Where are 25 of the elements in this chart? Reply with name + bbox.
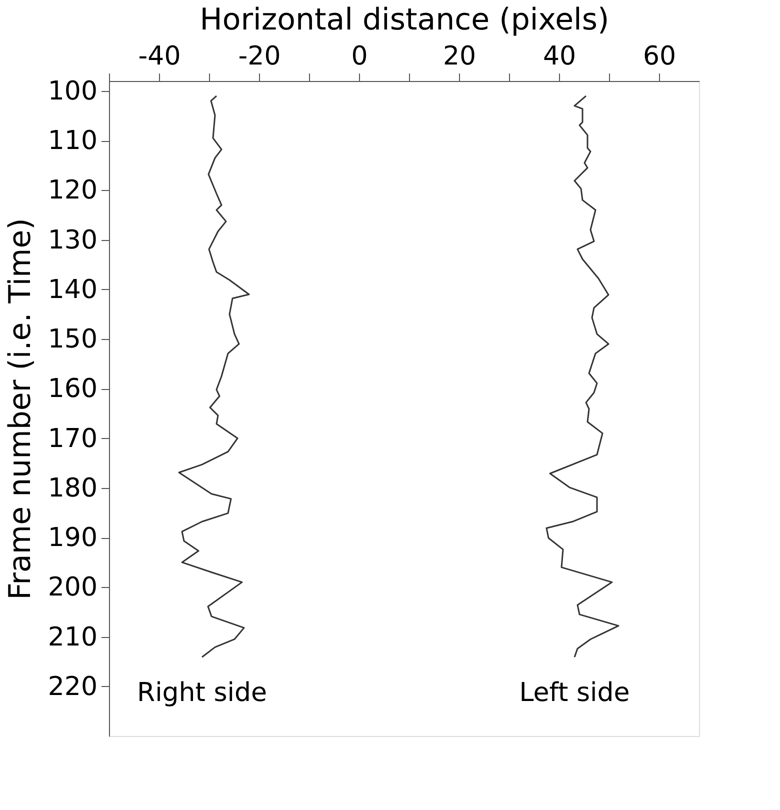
y-tick-label: 200 [48, 572, 98, 603]
x-tick-label: 40 [542, 42, 576, 72]
x-tick-label: 60 [642, 42, 676, 72]
y-tick-label: 130 [48, 225, 98, 256]
y-tick-label: 210 [48, 622, 98, 652]
x-tick-label: -20 [238, 42, 281, 72]
y-tick-label: 110 [48, 126, 98, 156]
x-tick-label: 0 [351, 42, 368, 72]
x-tick-label: -40 [138, 42, 181, 72]
y-tick-label: 190 [48, 523, 98, 554]
y-tick-label: 150 [48, 324, 98, 355]
y-tick-label: 120 [48, 176, 98, 206]
y-tick-label: 220 [48, 672, 98, 702]
series-label: Right side [137, 678, 267, 708]
x-axis-title: Horizontal distance (pixels) [200, 2, 610, 38]
y-axis-title: Frame number (i.e. Time) [2, 218, 38, 600]
y-tick-label: 160 [48, 374, 98, 404]
line-series [546, 95, 620, 658]
x-tick-label: 20 [442, 42, 476, 72]
line-series [178, 95, 250, 658]
series-label: Left side [519, 678, 630, 708]
y-tick-label: 180 [48, 473, 98, 504]
y-tick-label: 100 [48, 76, 98, 106]
y-tick-label: 170 [48, 424, 98, 454]
y-tick-label: 140 [48, 274, 98, 305]
